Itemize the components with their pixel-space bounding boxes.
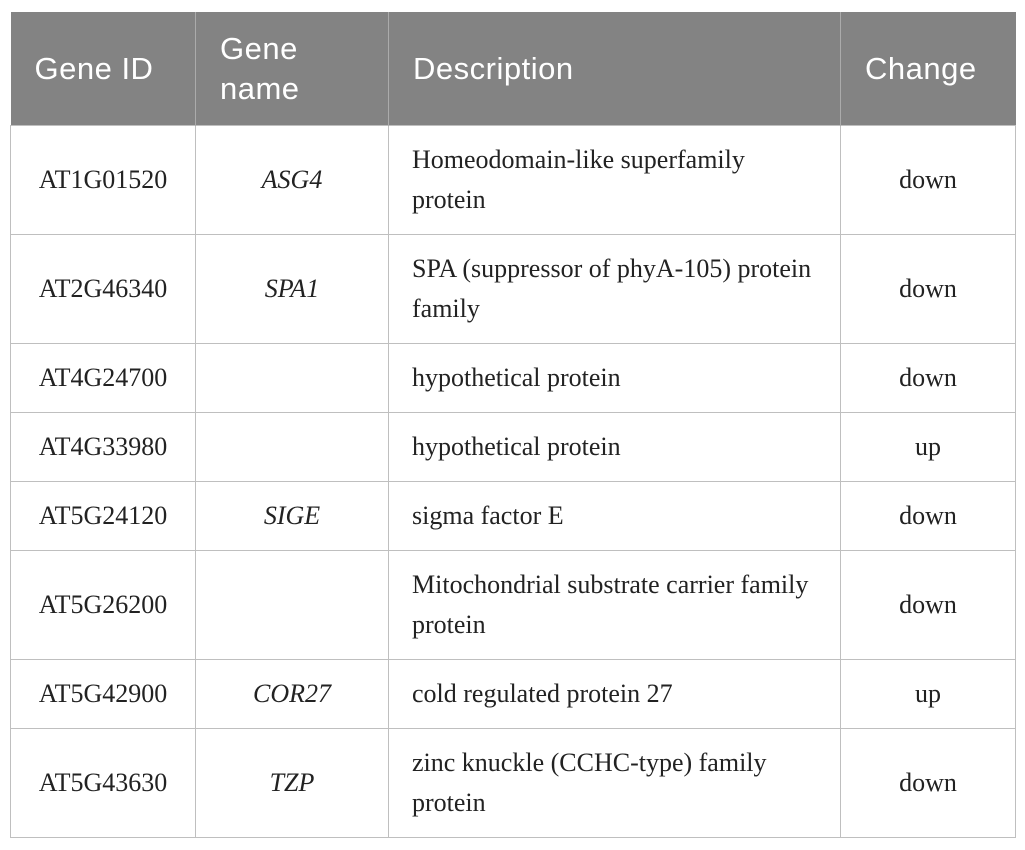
cell-gene-id: AT4G24700: [10, 343, 196, 413]
cell-change: down: [840, 125, 1016, 235]
cell-description: zinc knuckle (CCHC-type) family protein: [388, 728, 841, 838]
cell-description: SPA (suppressor of phyA-105) protein fam…: [388, 234, 841, 344]
column-header-gene-name: Gene name: [195, 12, 389, 126]
cell-gene-name: [195, 343, 389, 413]
cell-gene-name: COR27: [195, 659, 389, 729]
cell-gene-id: AT2G46340: [10, 234, 196, 344]
cell-change: down: [840, 343, 1016, 413]
cell-gene-name: [195, 550, 389, 660]
cell-change: up: [840, 412, 1016, 482]
cell-gene-name: SIGE: [195, 481, 389, 551]
header-row: Gene ID Gene name Description Change: [10, 12, 1016, 126]
column-header-description: Description: [388, 12, 841, 126]
cell-gene-id: AT5G42900: [10, 659, 196, 729]
table-row: AT4G33980 hypothetical protein up: [10, 412, 1016, 482]
cell-gene-name: TZP: [195, 728, 389, 838]
column-header-gene-id: Gene ID: [10, 12, 196, 126]
column-header-change: Change: [840, 12, 1016, 126]
cell-gene-id: AT4G33980: [10, 412, 196, 482]
table-row: AT5G42900 COR27 cold regulated protein 27 u…: [10, 659, 1016, 729]
cell-gene-id: AT5G43630: [10, 728, 196, 838]
table-row: AT1G01520 ASG4 Homeodomain-like superfamil…: [10, 125, 1016, 235]
table-row: AT2G46340 SPA1 SPA (suppressor of phyA-105…: [10, 234, 1016, 344]
cell-description: cold regulated protein 27: [388, 659, 841, 729]
cell-gene-name: ASG4: [195, 125, 389, 235]
cell-change: down: [840, 728, 1016, 838]
cell-description: Homeodomain-like superfamily protein: [388, 125, 841, 235]
table-header: Gene ID Gene name Description Change: [10, 12, 1016, 126]
cell-gene-name: SPA1: [195, 234, 389, 344]
cell-change: up: [840, 659, 1016, 729]
cell-gene-id: AT5G26200: [10, 550, 196, 660]
table-row: AT5G26200 Mitochondrial substrate carrier…: [10, 550, 1016, 660]
cell-change: down: [840, 481, 1016, 551]
cell-gene-name: [195, 412, 389, 482]
cell-description: Mitochondrial substrate carrier family p…: [388, 550, 841, 660]
cell-description: hypothetical protein: [388, 343, 841, 413]
cell-description: sigma factor E: [388, 481, 841, 551]
table-row: AT5G43630 TZP zinc knuckle (CCHC-type) fam…: [10, 728, 1016, 838]
cell-change: down: [840, 550, 1016, 660]
table-row: AT4G24700 hypothetical protein down: [10, 343, 1016, 413]
cell-gene-id: AT1G01520: [10, 125, 196, 235]
gene-table: Gene ID Gene name Description Change AT1G01…: [10, 12, 1016, 838]
cell-description: hypothetical protein: [388, 412, 841, 482]
cell-gene-id: AT5G24120: [10, 481, 196, 551]
table-body: AT1G01520 ASG4 Homeodomain-like superfamil…: [10, 125, 1016, 838]
cell-change: down: [840, 234, 1016, 344]
